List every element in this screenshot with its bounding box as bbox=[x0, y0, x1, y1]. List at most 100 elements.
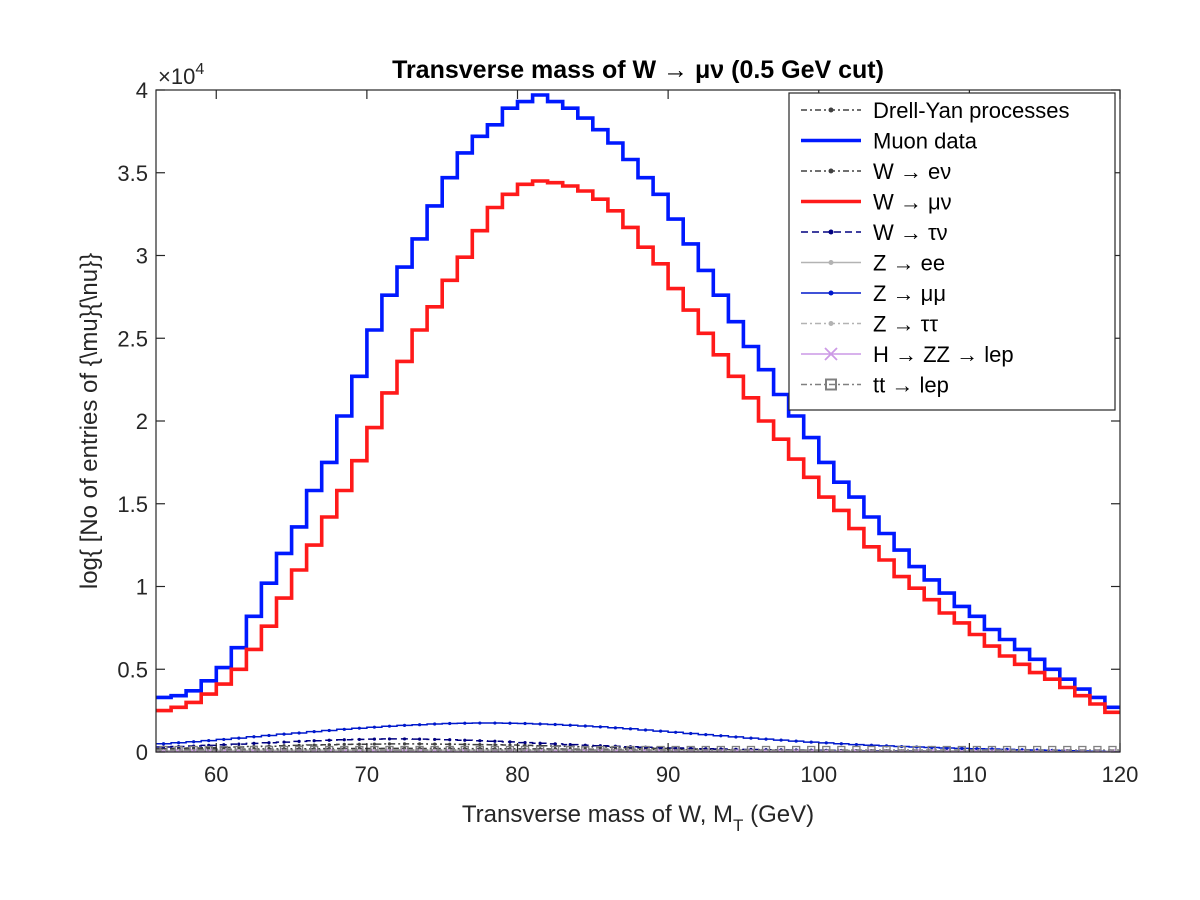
series-point bbox=[355, 745, 364, 752]
legend: Drell-Yan processes Muon data W → eν W → μν… bbox=[788, 92, 1116, 411]
series-point bbox=[402, 742, 407, 746]
series-point bbox=[222, 737, 226, 742]
legend-label: W → eν bbox=[873, 159, 951, 184]
series-point bbox=[535, 745, 545, 752]
legend-marker bbox=[828, 260, 834, 265]
series-point bbox=[312, 730, 316, 734]
series-point bbox=[897, 745, 906, 752]
series-point bbox=[192, 740, 196, 744]
series-point bbox=[387, 737, 392, 741]
series-point bbox=[553, 722, 557, 727]
series-point bbox=[430, 745, 439, 752]
series-point bbox=[731, 745, 741, 752]
series-point bbox=[686, 745, 695, 752]
y-axis-title: log{ [No of entries of {\mu}{\nu}} bbox=[76, 253, 103, 589]
series-point bbox=[445, 745, 454, 752]
series-point bbox=[264, 745, 274, 752]
series-point bbox=[779, 738, 783, 742]
series-point bbox=[1063, 745, 1072, 752]
series-point bbox=[448, 742, 452, 746]
series-point bbox=[433, 722, 437, 726]
series-point bbox=[387, 742, 392, 746]
series-point bbox=[671, 745, 680, 752]
series-point bbox=[327, 738, 331, 742]
series-point bbox=[463, 742, 467, 746]
y-tick-label: 1 bbox=[136, 575, 148, 600]
series-point bbox=[402, 723, 407, 727]
series-point bbox=[628, 727, 633, 731]
series-point bbox=[689, 731, 693, 736]
series-point bbox=[643, 728, 648, 732]
series-point bbox=[478, 739, 482, 743]
series-point bbox=[596, 745, 605, 752]
series-point bbox=[327, 743, 331, 747]
series-point bbox=[433, 742, 437, 746]
legend-label: Z → ee bbox=[873, 251, 945, 276]
y-tick-label: 4 bbox=[136, 78, 148, 103]
x-tick-label: 110 bbox=[952, 762, 987, 787]
series-point bbox=[822, 745, 831, 752]
legend-marker bbox=[825, 378, 837, 391]
series-point bbox=[523, 721, 527, 726]
series-point bbox=[942, 745, 951, 752]
series-point bbox=[598, 725, 602, 729]
legend-label: H → ZZ → lep bbox=[873, 342, 1014, 367]
series-point bbox=[749, 736, 753, 740]
legend-label: tt → lep bbox=[873, 373, 949, 398]
series-point bbox=[340, 745, 349, 752]
series-point bbox=[1078, 745, 1087, 752]
series-point bbox=[568, 723, 572, 727]
series-point bbox=[159, 745, 168, 752]
series-point bbox=[222, 743, 226, 747]
series-point bbox=[551, 745, 560, 752]
series-point bbox=[357, 737, 361, 742]
y-tick-label: 2 bbox=[136, 409, 148, 434]
series-point bbox=[417, 723, 422, 727]
legend-marker bbox=[828, 290, 834, 296]
series-point bbox=[294, 745, 304, 752]
x-tick-label: 90 bbox=[656, 762, 680, 787]
series-point bbox=[1033, 745, 1042, 752]
legend-box bbox=[788, 92, 1116, 411]
series-point bbox=[252, 735, 256, 739]
series-point bbox=[794, 739, 798, 743]
series-point bbox=[1093, 745, 1102, 752]
series-point bbox=[174, 745, 183, 752]
series-point bbox=[417, 742, 422, 746]
series-point bbox=[161, 742, 166, 746]
series-point bbox=[568, 742, 572, 747]
x-tick-label: 120 bbox=[1102, 762, 1139, 787]
series-point bbox=[972, 745, 982, 752]
series-point bbox=[807, 745, 816, 752]
series-point bbox=[854, 742, 859, 747]
series-point bbox=[626, 745, 635, 752]
y-exponent-power: 4 bbox=[195, 61, 204, 78]
series-point bbox=[417, 737, 422, 741]
legend-marker bbox=[828, 321, 834, 326]
legend-item-tt-lep: tt → lep bbox=[801, 373, 949, 398]
y-exponent-label: ×104 bbox=[158, 61, 204, 89]
series-point bbox=[312, 743, 316, 747]
legend-item-drell-yan-processes: Drell-Yan processes bbox=[801, 98, 1069, 123]
series-point bbox=[538, 722, 542, 726]
y-tick-label: 1.5 bbox=[117, 492, 148, 517]
ticks-layer: 60 70 80 90 100 110 120 0 0.5 1 1.5 2 2.5 3 3.5 4 bbox=[117, 78, 1138, 787]
series-point bbox=[342, 742, 346, 746]
series-point bbox=[342, 727, 346, 731]
series-point bbox=[475, 745, 484, 752]
series-point bbox=[219, 745, 228, 752]
series-point bbox=[460, 745, 469, 752]
series-point bbox=[267, 741, 271, 745]
series-muon-data bbox=[156, 93, 1120, 710]
series-point bbox=[312, 739, 316, 743]
series-point bbox=[764, 737, 768, 741]
series-point bbox=[658, 729, 663, 733]
legend-item-z-ee: Z → ee bbox=[801, 251, 945, 276]
legend-item-h-zz-lep: H → ZZ → lep bbox=[801, 342, 1014, 367]
series-point bbox=[385, 745, 394, 752]
legend-marker bbox=[828, 229, 834, 235]
series-point bbox=[987, 745, 997, 752]
series-point bbox=[505, 745, 515, 752]
series-point bbox=[176, 741, 181, 745]
series-point bbox=[704, 733, 708, 737]
